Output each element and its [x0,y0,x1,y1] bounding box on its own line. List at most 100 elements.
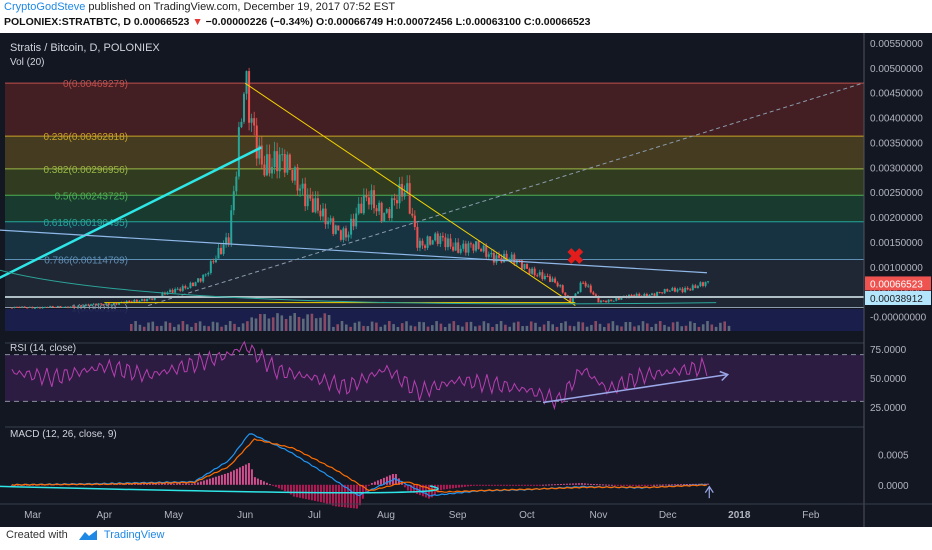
candle-body [84,304,87,307]
candle-body [645,293,648,297]
candle-body [89,304,92,306]
macd-histogram-bar [607,484,610,486]
volume-bar [577,321,580,331]
candle-body [189,282,192,288]
candle-body [337,225,340,231]
macd-histogram-bar [568,483,571,485]
candle-body [350,218,353,235]
volume-bar [409,325,413,331]
candle-body [281,154,284,156]
volume-bar [147,322,150,331]
candle-body [597,296,600,303]
candle-body [571,298,574,304]
candle-body [74,306,77,308]
candle-body [26,307,29,309]
price-tick-label: 0.00100000 [870,263,923,274]
candle-body [191,282,194,287]
macd-histogram-bar [421,484,424,497]
candle-body [475,241,478,251]
volume-bar [689,321,692,331]
author-link[interactable]: CryptoGodSteve [4,1,86,13]
candle-body [541,272,544,280]
candle-body [327,220,330,225]
macd-histogram-bar [370,482,373,485]
candle-body [51,306,54,308]
time-tick-label: Aug [377,510,395,521]
volume-bar [491,326,494,331]
macd-histogram-bar [283,484,286,492]
volume-bar [413,326,417,331]
macd-histogram-bar [628,484,631,486]
tradingview-link[interactable]: TradingView [103,529,165,541]
fib-zone [5,221,864,260]
volume-bar [177,324,180,331]
macd-histogram-bar [667,484,670,486]
time-tick-label: 2018 [728,510,751,521]
candle-body [260,145,263,165]
macd-histogram-bar [475,484,478,486]
candle-body [515,260,518,264]
candle-body [477,241,480,249]
macd-histogram-bar [49,484,52,486]
candle-body [464,243,467,253]
macd-histogram-bar [268,484,271,486]
fib-level-label: 0.236(0.00362818) [43,132,128,143]
candle-body [316,198,319,211]
candle-body [186,287,189,289]
rsi-line [11,340,708,411]
macd-histogram-bar [478,484,481,486]
candle-body [161,292,164,297]
candle-body [633,295,636,297]
volume-bar [349,326,352,331]
candle-body [582,282,585,284]
volume-bar [564,321,567,331]
volume-bar [628,322,632,331]
macd-histogram-bar [391,473,394,485]
macd-histogram-bar [598,484,601,486]
candle-body [146,298,149,302]
candle-body [401,183,404,197]
candle-body [462,243,465,249]
macd-histogram-bar [211,477,214,485]
open-value: 0.00066749 [327,16,384,28]
volume-bar [211,321,215,331]
macd-histogram-bar [181,483,184,485]
volume-bar [456,325,460,331]
candle-body [100,303,103,305]
macd-histogram-bar [64,484,67,486]
candle-body [472,244,475,251]
candle-body [225,237,228,245]
macd-histogram-bar [223,473,226,485]
candle-body [592,292,595,295]
macd-histogram-bar [538,484,541,486]
high-label: H: [386,16,398,28]
candle-body [500,257,503,263]
candle-body [480,248,483,252]
candle-body [163,292,166,295]
candle-body [288,154,291,170]
volume-bar [431,325,434,331]
candle-body [235,176,238,192]
macd-histogram-bar [490,484,493,486]
candle-body [324,208,327,225]
candle-body [457,242,460,253]
candle-body [630,294,633,296]
macd-histogram-bar [562,483,565,485]
volume-bar [357,321,361,331]
candle-body [469,243,472,245]
macd-histogram-bar [133,483,136,485]
fib-level-label: 0.382(0.00296956) [43,165,128,176]
volume-bar [134,321,137,331]
macd-histogram-bar [430,484,433,498]
macd-histogram-bar [574,483,577,485]
candle-body [395,200,398,204]
candle-body [671,287,674,291]
volume-bar [693,322,696,331]
macd-histogram-bar [229,471,232,485]
volume-bar [237,326,241,331]
candle-body [668,290,671,292]
macd-histogram-bar [337,484,340,507]
candle-body [605,300,608,303]
macd-histogram-bar [40,484,43,486]
